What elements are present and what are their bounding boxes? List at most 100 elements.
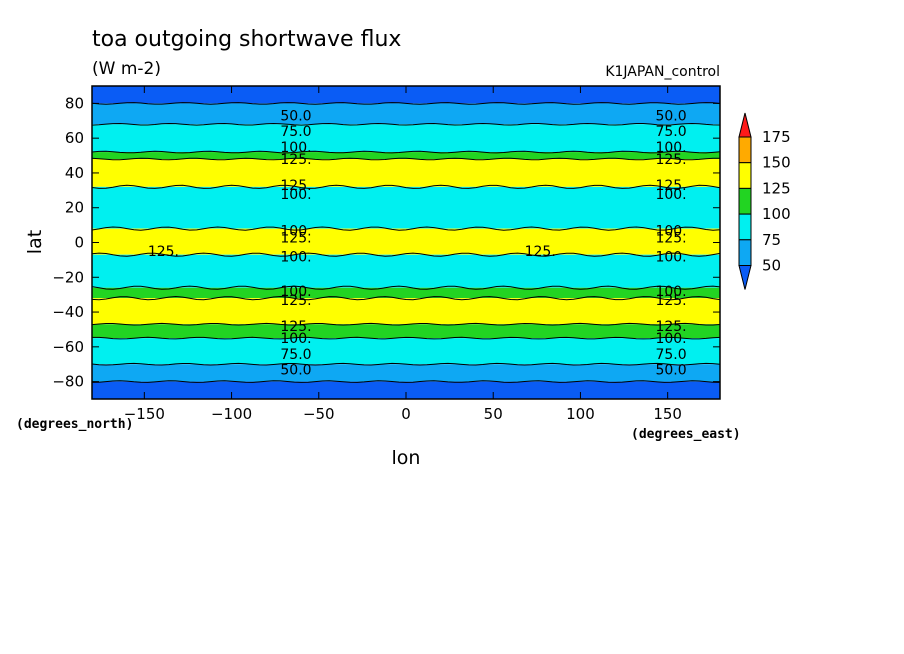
flux-band [92,254,720,288]
contour-label: 75.0 [655,124,686,140]
contour-label: 125. [655,293,686,309]
contour-label: 100. [655,140,686,156]
colorbar-box [738,213,752,241]
contour-line [91,226,721,231]
y-tick-label: 0 [74,234,84,252]
flux-band [92,103,720,125]
y-tick-label: −20 [52,268,84,286]
contour-label: 75.0 [655,347,686,363]
contour-label: 125. [655,152,686,168]
contour-label: 125. [280,293,311,309]
x-tick-label: 0 [401,405,411,423]
colorbar-label: 75 [762,231,781,249]
chart-title: toa outgoing shortwave flux [92,27,401,52]
flux-band [92,381,720,399]
y-units-label: (degrees_north) [16,417,133,432]
chart-units: (W m-2) [92,59,161,79]
contour-line [91,122,721,126]
contour-line [91,285,721,290]
y-tick-label: 20 [65,199,84,217]
colorbar-label: 175 [762,128,791,146]
contour-lines [91,102,721,383]
x-tick-label: 100 [566,405,595,423]
y-tick-label: 60 [65,129,84,147]
colorbar-box [738,136,752,164]
contour-label: 100. [280,249,311,265]
x-tick-label: 50 [484,405,503,423]
flux-band [92,338,720,365]
contour-label: 50.0 [655,109,686,125]
contour-line [91,380,721,383]
colorbar-label: 125 [762,179,791,197]
y-tick-label: −60 [52,338,84,356]
x-tick-label: −100 [211,405,252,423]
flux-band [92,228,720,255]
flux-bands [92,86,720,399]
contour-label: 125. [655,230,686,246]
y-tick-label: 80 [65,94,84,112]
contour-line [91,102,721,105]
contour-line [91,252,721,257]
y-tick-label: −40 [52,303,84,321]
contour-line [91,322,721,326]
y-tick-label: 40 [65,164,84,182]
contour-line [92,336,721,340]
flux-band [92,298,720,325]
run-label: K1JAPAN_control [605,64,720,80]
colorbar-box [738,239,752,267]
contour-label: 100. [280,140,311,156]
colorbar: 175 150 125 100 75 50 [738,112,791,290]
contour-label: 75.0 [280,347,311,363]
colorbar-box [738,187,752,215]
x-tick-label: −150 [124,405,165,423]
flux-band [92,287,720,299]
contour-label: 125. [655,319,686,335]
x-tick-label: −50 [303,405,335,423]
contour-label: 100. [280,331,311,347]
contour-label: 125. [525,244,556,260]
colorbar-arrow-top [738,112,752,138]
y-axis-ticks: 80 60 40 20 0 −20 −40 −60 −80 [52,94,720,391]
contour-label: 100. [280,284,311,300]
contour-label: 75.0 [280,124,311,140]
contour-label: 100. [655,223,686,239]
flux-band [92,324,720,339]
colorbar-label: 150 [762,154,791,172]
contour-label: 50.0 [655,362,686,378]
colorbar-box [738,162,752,189]
contour-line [91,150,721,154]
colorbar-label: 100 [762,205,791,223]
flux-band [92,186,720,229]
contour-label: 100. [655,284,686,300]
contour-label: 50.0 [280,362,311,378]
x-tick-label: 150 [653,405,682,423]
contour-label: 100. [655,249,686,265]
flux-band [92,124,720,153]
contour-label: 125. [280,319,311,335]
flux-band [92,159,720,187]
contour-label: 125. [280,152,311,168]
contour-line [91,184,721,189]
colorbar-label: 50 [762,257,781,275]
contour-label: 125. [655,178,686,194]
contour-line [91,157,720,161]
flux-band [92,86,720,104]
x-units-label: (degrees_east) [631,427,741,442]
contour-line [91,295,721,301]
x-axis-ticks: −150 −100 −50 0 50 100 150 [124,86,682,423]
flux-band [92,152,720,160]
contour-label: 50.0 [280,109,311,125]
colorbar-arrow-bottom [738,265,752,290]
flux-band [92,364,720,382]
x-axis-label: lon [392,447,421,469]
contour-label: 100. [280,187,311,203]
contour-label: 125. [148,244,179,260]
y-tick-label: −80 [52,373,84,391]
contour-line [91,362,721,366]
contour-label: 100. [280,223,311,239]
y-axis-label: lat [24,230,46,254]
contour-label: 125. [280,178,311,194]
contour-label: 125. [280,230,311,246]
